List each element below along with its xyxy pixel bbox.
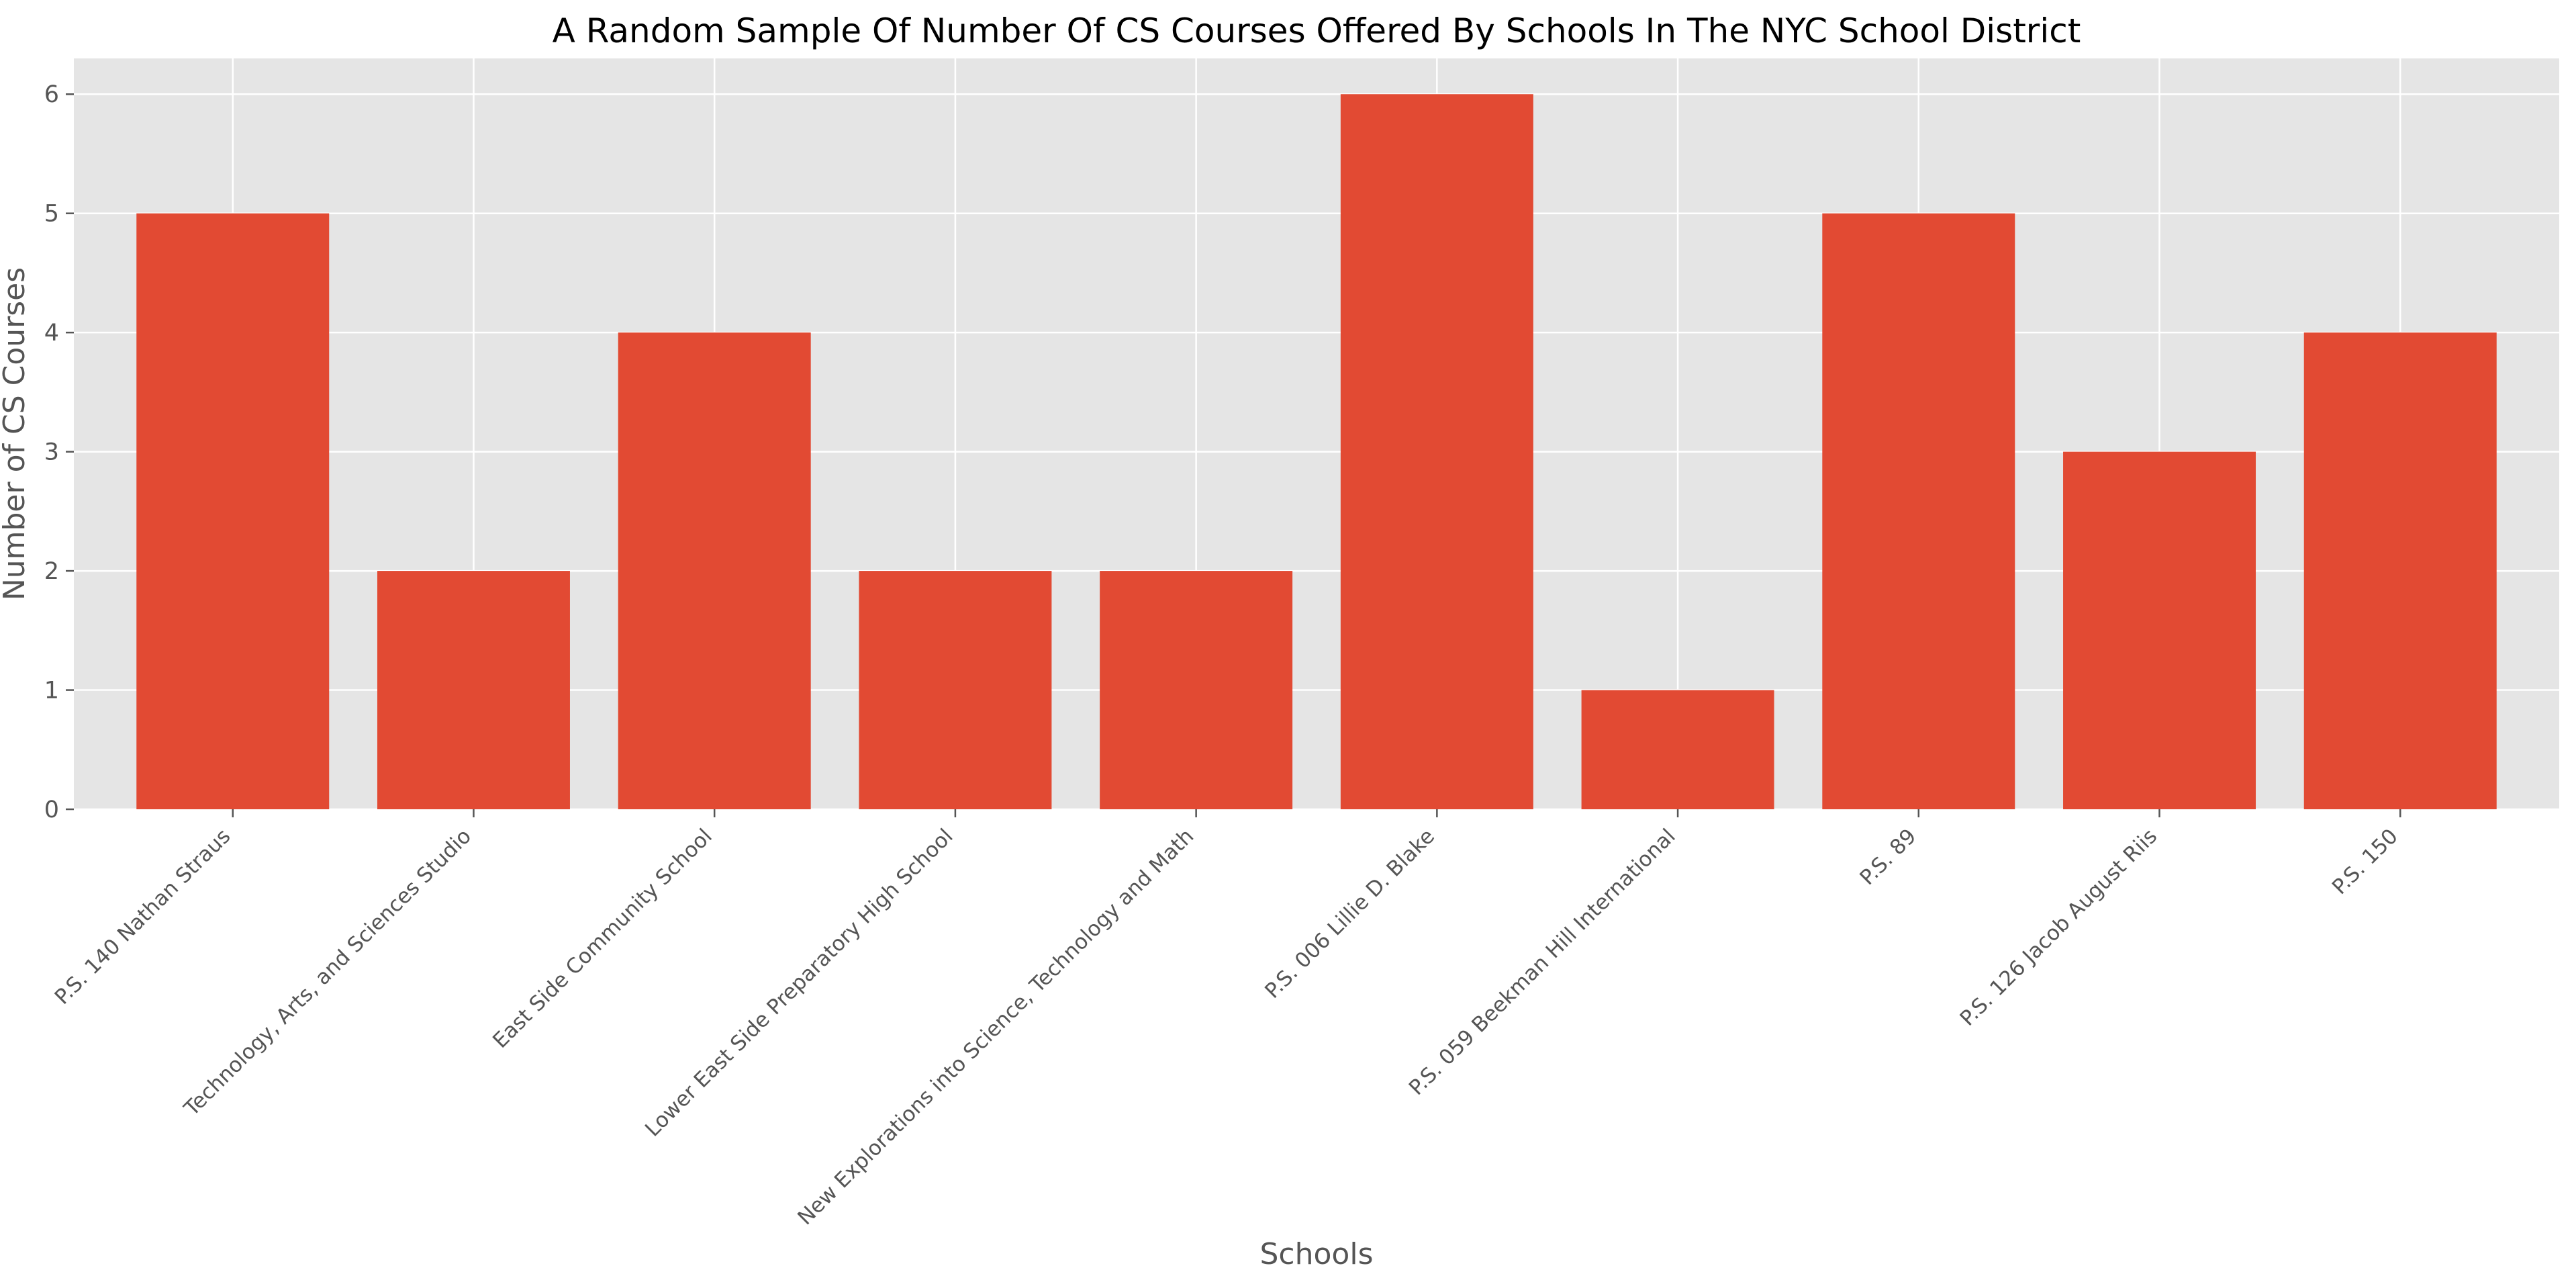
- x-tick-label: Technology, Arts, and Sciences Studio: [179, 824, 476, 1121]
- x-tick-label: New Explorations into Science, Technolog…: [793, 824, 1198, 1230]
- bar: [1582, 690, 1774, 809]
- x-tick-label: P.S. 140 Nathan Straus: [50, 824, 236, 1009]
- bar: [1100, 571, 1292, 809]
- x-tick-label: Lower East Side Preparatory High School: [640, 824, 957, 1141]
- bar: [2304, 332, 2497, 809]
- bar: [618, 332, 811, 809]
- bar: [1822, 214, 2015, 809]
- bar: [377, 571, 570, 809]
- bar: [136, 214, 329, 809]
- bar: [859, 571, 1051, 809]
- x-tick-label: P.S. 89: [1855, 824, 1921, 890]
- x-axis-label: Schools: [1260, 1237, 1374, 1271]
- x-tick-label: P.S. 126 Jacob August Riis: [1956, 824, 2162, 1031]
- y-tick-label: 3: [44, 439, 59, 466]
- x-tick-label: P.S. 150: [2328, 824, 2403, 899]
- x-tick-label: East Side Community School: [488, 824, 717, 1053]
- y-tick-label: 4: [44, 320, 59, 347]
- y-axis-ticks: 0 1 2 3 4 5 6: [44, 81, 74, 823]
- x-tick-label: P.S. 059 Beekman Hill International: [1404, 824, 1680, 1100]
- y-tick-label: 0: [44, 797, 59, 823]
- y-tick-label: 1: [44, 678, 59, 705]
- bar: [1341, 94, 1533, 809]
- y-tick-label: 2: [44, 558, 59, 585]
- y-axis-label: Number of CS Courses: [0, 267, 32, 600]
- bar: [2063, 452, 2256, 809]
- x-tick-label: P.S. 006 Lillie D. Blake: [1260, 824, 1439, 1003]
- y-tick-label: 6: [44, 81, 59, 108]
- y-tick-label: 5: [44, 201, 59, 228]
- chart-title: A Random Sample Of Number Of CS Courses …: [553, 11, 2081, 50]
